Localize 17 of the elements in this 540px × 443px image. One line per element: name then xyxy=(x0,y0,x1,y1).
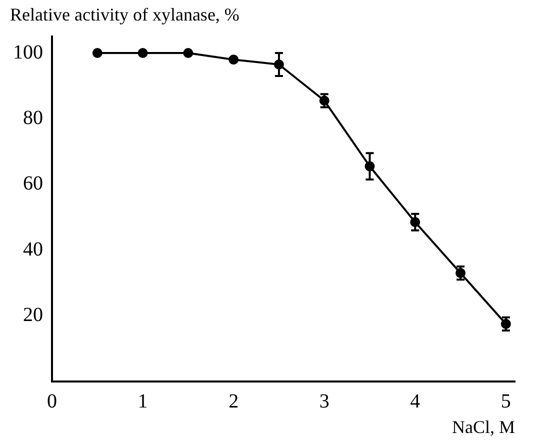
x-axis-title: NaCl, M xyxy=(452,416,515,437)
x-tick-label: 2 xyxy=(228,390,239,413)
x-tick-label: 5 xyxy=(500,390,511,413)
y-tick-label: 40 xyxy=(23,238,43,260)
x-tick-label: 4 xyxy=(410,390,420,413)
point xyxy=(138,48,148,58)
y-tick-label: 20 xyxy=(23,304,43,326)
y-axis-title: Relative activity of xylanase, % xyxy=(10,4,240,25)
y-tick-label: 80 xyxy=(23,106,43,129)
x-tick-label: 3 xyxy=(319,390,330,413)
point xyxy=(183,48,194,58)
x-tick-label: 1 xyxy=(138,390,148,413)
y-tick-label: 100 xyxy=(13,41,43,64)
point xyxy=(228,54,239,65)
x-tick-label: 0 xyxy=(47,390,57,413)
y-tick-label: 60 xyxy=(23,172,43,195)
point xyxy=(92,48,102,58)
